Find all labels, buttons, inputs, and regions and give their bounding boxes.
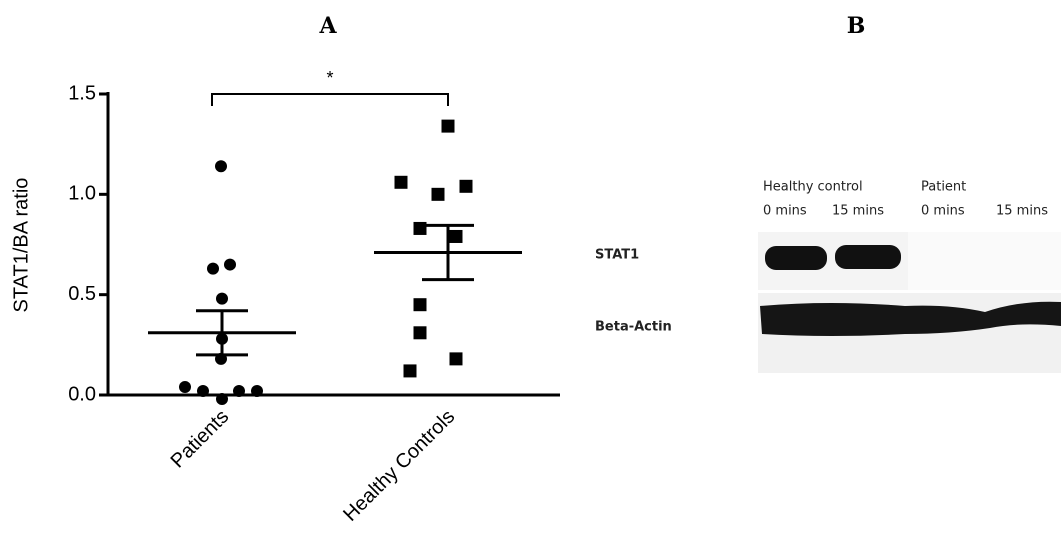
y-axis-label: STAT1/BA ratio xyxy=(10,178,32,313)
data-point xyxy=(450,352,463,365)
data-point xyxy=(442,120,455,133)
data-point xyxy=(179,381,191,393)
data-point xyxy=(251,385,263,397)
blot-band xyxy=(835,245,901,269)
blot-background xyxy=(908,232,1061,290)
group-label: Healthy control xyxy=(763,180,863,195)
data-point xyxy=(414,298,427,311)
lane-label: 15 mins xyxy=(832,204,884,219)
data-point xyxy=(233,385,245,397)
lane-label: 0 mins xyxy=(763,204,807,219)
data-point xyxy=(224,259,236,271)
y-tick-label: 0.0 xyxy=(68,383,96,405)
data-point xyxy=(215,160,227,172)
data-point xyxy=(197,385,209,397)
blot-image xyxy=(758,232,1061,373)
row-label: STAT1 xyxy=(595,248,639,263)
x-tick-label: Patients xyxy=(167,406,234,473)
blot-band xyxy=(765,246,827,270)
data-point xyxy=(216,293,228,305)
data-point xyxy=(207,263,219,275)
data-point xyxy=(404,364,417,377)
row-label: Beta-Actin xyxy=(595,320,672,335)
data-point xyxy=(414,326,427,339)
y-tick-label: 1.0 xyxy=(68,183,96,205)
data-point xyxy=(216,393,228,405)
lane-label: 0 mins xyxy=(921,204,965,219)
significance-bracket xyxy=(212,94,448,106)
figure: A B STAT1/BA ratio Healthy control Patie… xyxy=(0,0,1061,542)
x-tick-label: Healthy Controls xyxy=(339,406,459,526)
y-tick-label: 1.5 xyxy=(68,82,96,104)
data-point xyxy=(450,230,463,243)
lane-label: 15 mins xyxy=(996,204,1048,219)
panel-label: A xyxy=(318,13,337,39)
significance-label: * xyxy=(326,68,333,88)
data-point xyxy=(432,188,445,201)
panel-label: B xyxy=(847,13,866,39)
y-tick-label: 0.5 xyxy=(68,283,96,305)
group-label: Patient xyxy=(921,180,966,195)
data-point xyxy=(460,180,473,193)
data-point xyxy=(414,222,427,235)
data-point xyxy=(395,176,408,189)
